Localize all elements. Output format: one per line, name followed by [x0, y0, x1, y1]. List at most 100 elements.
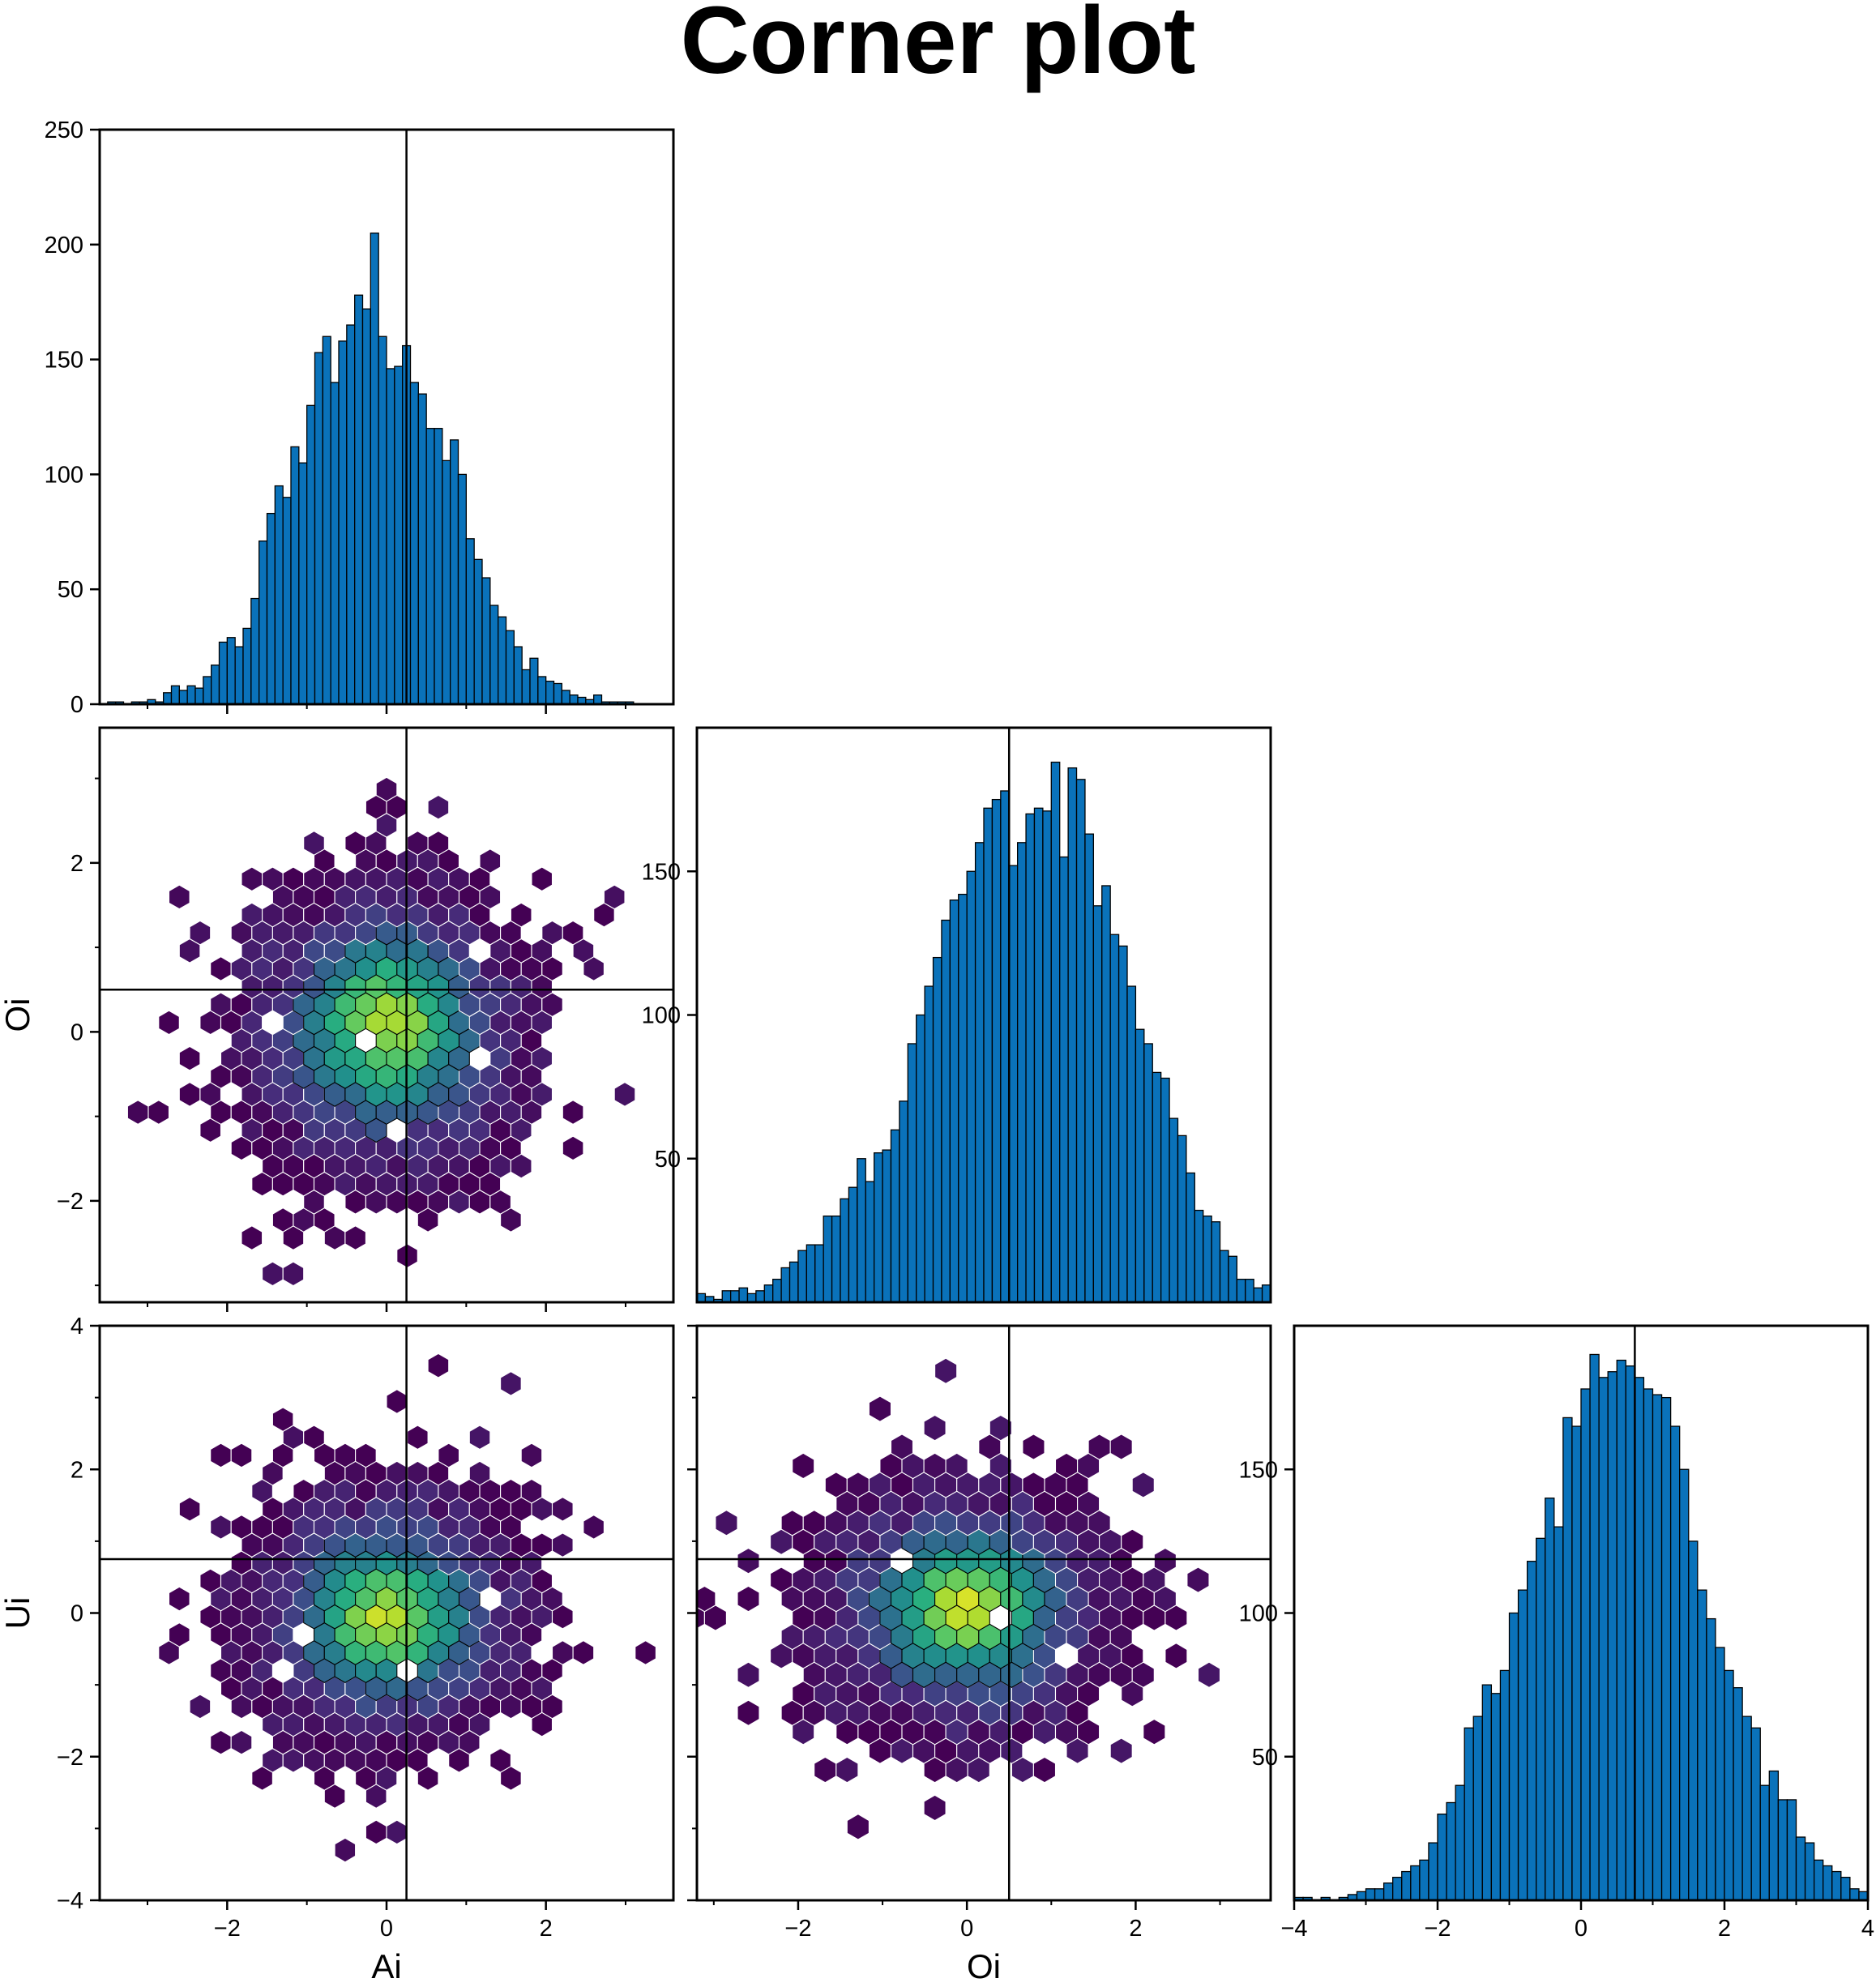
hexbin-cell	[715, 1509, 738, 1536]
histogram-bar	[1211, 1221, 1221, 1302]
hexbin-cell	[230, 1442, 253, 1468]
histogram-bar	[561, 690, 570, 704]
histogram-bar	[788, 1261, 799, 1302]
y-tick-label: 0	[71, 1019, 83, 1045]
histogram-bar	[1437, 1813, 1447, 1900]
hexbin-cell	[520, 1478, 543, 1504]
histogram-bar	[1553, 1526, 1564, 1900]
histogram-bar	[1660, 1396, 1672, 1900]
histogram-bar	[394, 365, 404, 704]
y-tick-label: 150	[1239, 1457, 1278, 1483]
hexbin-cell	[489, 1747, 511, 1773]
plot-area-Oi-Ui	[697, 1357, 1221, 1840]
histogram-bar	[274, 485, 284, 704]
histogram-bar	[569, 694, 579, 704]
histogram-bar	[370, 232, 379, 704]
hexbin-cell	[241, 1225, 263, 1250]
histogram-bar	[983, 807, 994, 1302]
plot-area-Ai-Ui	[158, 1352, 656, 1863]
histogram-bar	[1356, 1891, 1367, 1900]
hexbin-cell	[1143, 1718, 1166, 1746]
histogram-bar	[941, 919, 951, 1302]
hexbin-cell	[210, 1442, 232, 1468]
hexbin-cell	[1032, 1756, 1057, 1784]
histogram-bar	[194, 687, 204, 704]
histogram-bar	[1786, 1799, 1797, 1900]
histogram-bar	[814, 1244, 824, 1302]
histogram-bar	[537, 676, 547, 704]
panel-Ui-hist: 50 100 150 −4 −2 0 2 4	[1239, 1324, 1874, 1942]
histogram-bar	[266, 512, 276, 704]
histogram-bar	[1288, 1293, 1296, 1302]
hexbin-cell	[178, 1045, 201, 1071]
histogram-bar	[1169, 1117, 1179, 1302]
histogram-bar	[932, 956, 942, 1302]
histogram-bar	[306, 404, 316, 704]
histogram-bar	[991, 798, 1002, 1302]
histogram-bar	[1419, 1859, 1429, 1900]
hexbin-cell	[355, 1442, 377, 1468]
histogram-bar	[1270, 1287, 1271, 1302]
hexbin-cell	[510, 902, 532, 928]
histogram-bar	[1580, 1388, 1591, 1900]
y-tick-label: 2	[71, 851, 83, 877]
hexbin-cell	[1109, 1737, 1133, 1764]
x-tick-label: −2	[214, 1916, 241, 1942]
histogram-bar	[1823, 1865, 1833, 1900]
hexbin-cell	[189, 1694, 212, 1720]
histogram-bar	[1464, 1727, 1474, 1900]
histogram-bar	[473, 558, 483, 704]
hexbin-cell	[792, 1452, 815, 1480]
histogram-bar	[1143, 1043, 1153, 1302]
histogram-bar	[1194, 1209, 1204, 1302]
hexbin-cell	[989, 1414, 1012, 1442]
histogram-bar	[1296, 1297, 1304, 1302]
histogram-bar	[1033, 807, 1044, 1302]
hexbin-cell	[210, 956, 232, 981]
hexbin-cell	[737, 1585, 760, 1613]
histogram-bar	[857, 1158, 866, 1302]
panel-Oi-hist: 50 100 150	[642, 726, 1304, 1304]
hexbin-cell	[697, 1585, 716, 1613]
histogram-bar	[763, 1284, 774, 1302]
histogram-bar	[721, 1290, 732, 1302]
histogram-bar	[746, 1293, 757, 1302]
histogram-bar	[1750, 1727, 1761, 1900]
histogram-bar	[1607, 1371, 1617, 1900]
hexbin-cell	[551, 1496, 574, 1522]
hexbin-cell	[835, 1756, 859, 1784]
hexbin-cell	[1164, 1643, 1188, 1669]
histogram-bar	[1219, 1250, 1229, 1302]
histogram-bar	[806, 1244, 816, 1302]
histogram-bar	[1545, 1498, 1555, 1900]
hexbin-cell	[562, 1100, 584, 1125]
histogram-bar	[1236, 1278, 1246, 1302]
histogram-bar	[1562, 1417, 1573, 1900]
histogram-bar	[593, 694, 603, 704]
histogram-bar	[1261, 1284, 1271, 1302]
histogram-bar	[322, 335, 331, 704]
histogram-bar	[513, 646, 523, 704]
histogram-bar	[170, 685, 180, 704]
histogram-bar	[250, 597, 260, 704]
y-tick-label: 2	[71, 1457, 83, 1483]
hexbin-cell	[386, 1819, 408, 1845]
histogram-bar	[1571, 1425, 1582, 1900]
histogram-bar	[1186, 1172, 1195, 1302]
panel-Ai-hist: 0 50 100 150 200 250	[45, 118, 675, 718]
histogram-bar	[1598, 1377, 1609, 1900]
histogram-bar	[457, 473, 467, 704]
y-tick-label: 250	[45, 118, 83, 143]
hexbin-cell	[334, 1837, 357, 1863]
histogram-bar	[434, 428, 443, 704]
hexbin-cell	[890, 1434, 914, 1460]
hexbin-cell	[1197, 1661, 1221, 1689]
hexbin-cell	[635, 1640, 656, 1665]
hexbin-cell	[923, 1794, 947, 1822]
hexbin-cell	[168, 1622, 190, 1647]
histogram-bar	[1075, 779, 1086, 1302]
panel-Ai-Ui: −4 −2 0 2 4 −2 0 2	[57, 1314, 675, 1942]
y-tick-label: 4	[71, 1314, 83, 1340]
x-tick-label: 0	[960, 1916, 973, 1942]
histogram-bar	[1831, 1870, 1842, 1900]
